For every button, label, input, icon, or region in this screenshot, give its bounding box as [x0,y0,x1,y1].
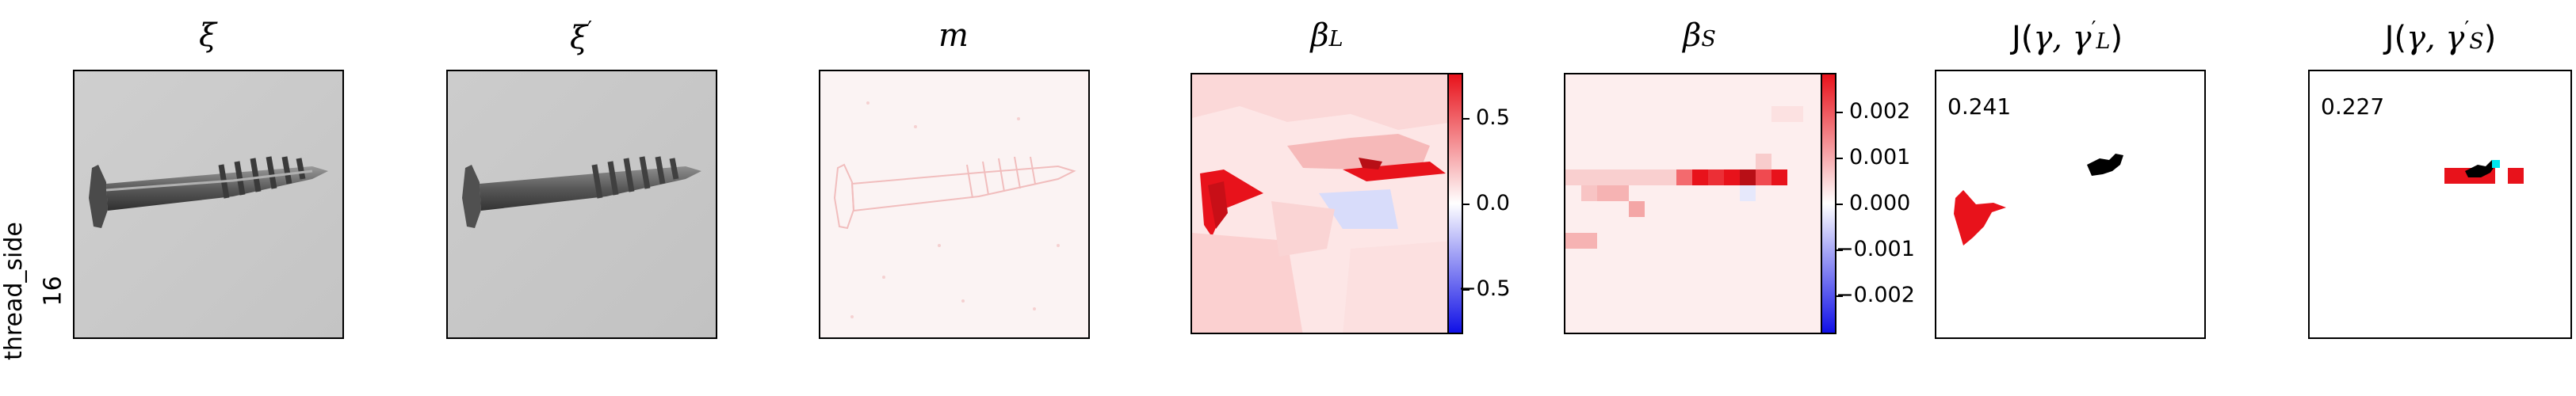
colorbar-beta-s-tick: −0.002 [1836,283,1915,307]
colorbar-beta-s-tick: 0.000 [1849,191,1911,215]
title-m: m [938,17,969,54]
tickmark [1836,295,1843,297]
title-j-l: J(γ, γ′L) [2011,17,2123,56]
image-j-l: 0.241 [1935,70,2206,339]
screw-image-perturbed [448,71,716,337]
row-label-line1: thread_side [0,222,28,360]
score-j-s: 0.227 [2321,93,2385,120]
tickmark [1463,289,1470,291]
image-xi-prime [446,70,717,339]
score-j-l: 0.241 [1947,93,2012,120]
title-xi: ξ [198,17,217,54]
colorbar-beta-l-tick: −0.5 [1458,276,1511,301]
title-j-s: J(γ, γ′S) [2384,17,2497,56]
colorbar-beta-l-tick: 0.0 [1476,191,1510,215]
mask-heatmap [820,71,1088,337]
colorbar-beta-l-tick: 0.5 [1476,105,1510,130]
tickmark [1836,112,1843,113]
image-xi [73,70,344,339]
image-mask [819,70,1090,339]
tickmark [1463,118,1470,120]
colorbar-beta-s-tick: −0.001 [1836,237,1915,261]
overlap-map-s [2444,160,2524,184]
screw-image-original [75,71,342,337]
title-xi-prime: ξ′ [570,17,592,56]
colorbar-beta-l [1447,73,1463,334]
overlap-map-l [1954,154,2123,246]
tickmark [1463,204,1470,205]
image-beta-s [1564,73,1825,334]
tickmark [1836,249,1843,251]
image-beta-l [1191,73,1452,334]
tickmark [1836,204,1843,205]
colorbar-beta-s-tick: 0.002 [1849,99,1911,124]
beta-l-heatmap [1192,74,1450,333]
title-beta-l: βL [1310,17,1343,54]
image-j-s: 0.227 [2308,70,2572,339]
colorbar-beta-s [1821,73,1836,334]
row-label-line2: 16 [39,276,67,307]
title-beta-s: βS [1683,17,1716,54]
tickmark [1836,158,1843,159]
colorbar-beta-s-tick: 0.001 [1849,145,1911,169]
beta-s-heatmap [1565,74,1824,333]
